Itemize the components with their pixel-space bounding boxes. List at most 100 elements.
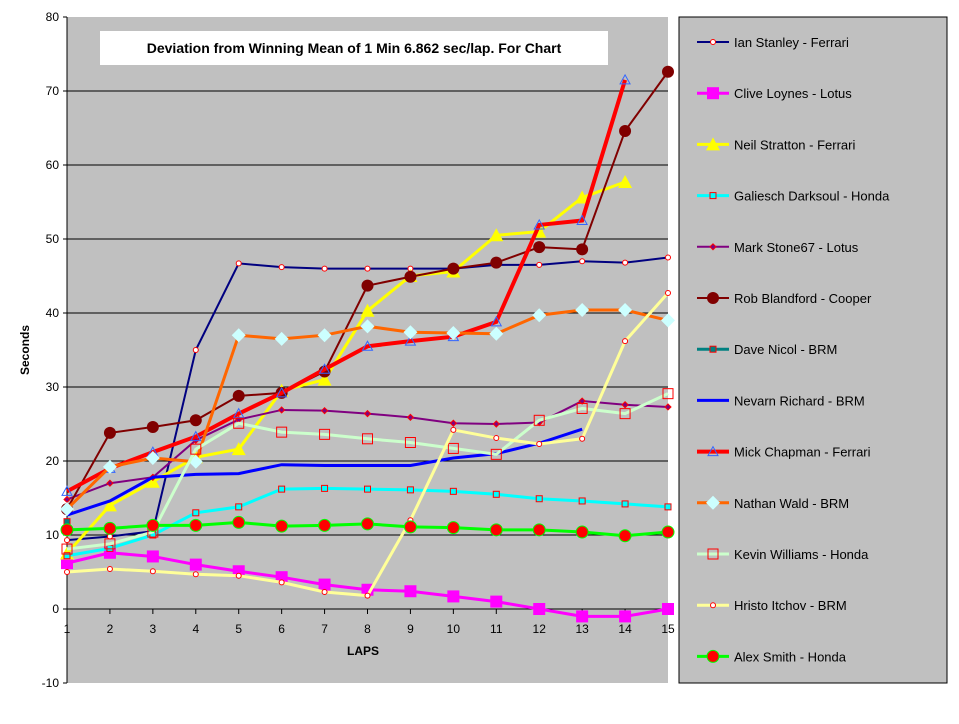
- data-point: [361, 517, 374, 531]
- x-tick-label: 8: [364, 622, 371, 636]
- x-tick-label: 10: [447, 622, 461, 636]
- data-point: [275, 386, 288, 398]
- legend-label: Galiesch Darksoul - Honda: [734, 189, 890, 204]
- data-point: [664, 503, 672, 511]
- x-tick-label: 9: [407, 622, 414, 636]
- data-point: [60, 523, 74, 537]
- data-point: [578, 497, 586, 505]
- legend-entry: Neil Stratton - Ferrari: [697, 137, 855, 152]
- series-10: [61, 388, 674, 555]
- data-point: [710, 39, 716, 45]
- data-point: [364, 265, 371, 272]
- data-point: [533, 414, 545, 426]
- data-point: [404, 270, 417, 283]
- data-point: [361, 279, 374, 292]
- data-point: [449, 487, 457, 495]
- data-point: [321, 484, 329, 492]
- x-tick-label: 7: [321, 622, 328, 636]
- data-point: [192, 571, 199, 578]
- data-point: [276, 426, 288, 438]
- data-point: [404, 585, 417, 598]
- data-point: [318, 518, 332, 532]
- data-point: [535, 495, 543, 503]
- data-point: [189, 518, 203, 532]
- data-point: [317, 372, 332, 386]
- data-point: [146, 518, 160, 532]
- data-point: [403, 520, 417, 534]
- x-tick-label: 6: [278, 622, 285, 636]
- data-point: [450, 426, 457, 433]
- data-point: [63, 552, 71, 560]
- data-point: [233, 417, 245, 429]
- data-point: [533, 218, 546, 230]
- data-point: [706, 137, 720, 151]
- data-point: [363, 409, 372, 418]
- data-point: [321, 265, 328, 272]
- data-point: [403, 325, 418, 340]
- data-point: [619, 610, 632, 623]
- data-point: [709, 345, 717, 353]
- y-tick-label: 60: [46, 158, 60, 172]
- y-axis-label: Seconds: [18, 325, 32, 375]
- data-point: [707, 87, 719, 100]
- data-point: [404, 437, 416, 448]
- data-point: [665, 254, 671, 261]
- data-point: [235, 503, 243, 511]
- data-point: [364, 592, 371, 599]
- data-point: [317, 328, 332, 343]
- data-point: [274, 331, 289, 346]
- series-5: [61, 65, 674, 516]
- legend-label: Ian Stanley - Ferrari: [734, 35, 849, 50]
- data-point: [360, 303, 375, 317]
- x-tick-label: 1: [64, 622, 71, 636]
- data-point: [619, 408, 631, 420]
- legend-entry: Ian Stanley - Ferrari: [697, 35, 849, 50]
- data-point: [706, 495, 720, 510]
- data-point: [492, 420, 500, 428]
- legend-label: Clive Loynes - Lotus: [734, 86, 852, 101]
- data-point: [576, 610, 589, 623]
- data-point: [490, 256, 503, 269]
- data-point: [235, 572, 242, 579]
- data-point: [318, 578, 331, 591]
- data-point: [192, 347, 199, 353]
- data-point: [490, 448, 502, 460]
- data-point: [318, 363, 331, 374]
- series-12: [60, 515, 675, 543]
- data-point: [576, 402, 588, 414]
- y-tick-label: 50: [46, 232, 60, 246]
- series-line: [66, 79, 627, 494]
- data-point: [707, 445, 719, 457]
- data-point: [449, 419, 458, 427]
- data-point: [106, 544, 114, 552]
- data-point: [707, 292, 719, 304]
- data-point: [532, 308, 547, 323]
- data-point: [60, 502, 74, 517]
- data-point: [575, 303, 590, 318]
- data-point: [61, 543, 73, 555]
- data-point: [447, 262, 460, 275]
- data-point: [106, 566, 113, 573]
- y-tick-label: 20: [46, 454, 60, 468]
- y-tick-label: 80: [46, 10, 60, 24]
- data-point: [189, 414, 202, 427]
- data-point: [579, 258, 586, 265]
- legend-label: Neil Stratton - Ferrari: [734, 137, 855, 152]
- data-point: [320, 406, 329, 415]
- data-point: [446, 521, 460, 535]
- data-point: [319, 428, 331, 440]
- y-tick-label: 70: [46, 84, 60, 98]
- data-point: [189, 430, 202, 442]
- title-box: [100, 31, 608, 65]
- x-tick-label: 3: [150, 622, 157, 636]
- data-point: [489, 523, 503, 537]
- y-tick-label: 10: [46, 528, 60, 542]
- data-point: [446, 325, 461, 340]
- data-point: [278, 485, 286, 493]
- data-point: [277, 406, 286, 414]
- data-point: [447, 590, 460, 603]
- y-tick-label: 0: [52, 602, 59, 616]
- data-point: [662, 603, 674, 615]
- data-point: [102, 498, 117, 512]
- legend-entry: Nevarn Richard - BRM: [697, 393, 865, 408]
